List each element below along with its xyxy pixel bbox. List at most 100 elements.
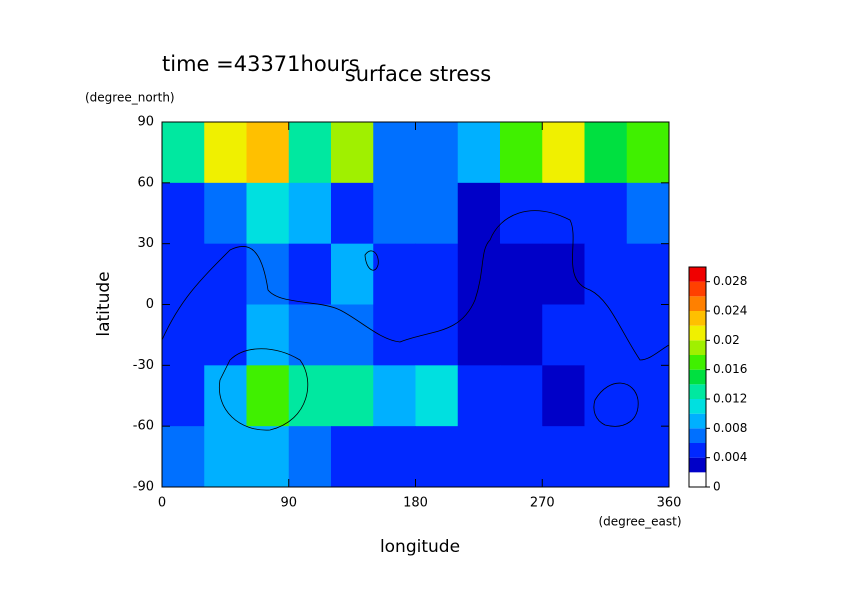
chart-title: surface stress	[345, 62, 491, 86]
y-tick-label: 90	[137, 115, 154, 130]
colorbar-frame	[688, 266, 707, 488]
field-cell	[331, 122, 374, 184]
y-units: (degree_north)	[85, 91, 175, 105]
colorbar-tick-label: 0.024	[713, 304, 747, 318]
field-cell	[457, 182, 501, 245]
field-cell	[288, 182, 332, 245]
coastlines	[161, 210, 670, 431]
colorbar-band	[689, 369, 706, 385]
x-tick-label: 180	[403, 496, 428, 511]
field-cell	[373, 243, 416, 305]
field-cell	[584, 365, 628, 427]
y-tick-label: 0	[146, 297, 154, 312]
field-cell	[331, 182, 374, 245]
field-cell	[415, 243, 459, 305]
colorbar-tick-label: 0.016	[713, 362, 747, 376]
field-cell	[331, 365, 374, 427]
field-cell	[457, 426, 501, 488]
field-cell	[288, 365, 332, 427]
colorbar: 0 0.004 0.008 0.012 0.016 0.02 0.024 0.028	[688, 266, 747, 494]
field-cell	[584, 426, 628, 488]
field-cell	[457, 304, 501, 366]
field-cell	[162, 122, 205, 184]
field-cell	[626, 304, 670, 366]
field-cell	[204, 365, 247, 427]
colorbar-band	[689, 296, 706, 311]
field-cell	[331, 243, 374, 305]
field-cell	[204, 243, 247, 305]
field-cell	[584, 304, 628, 366]
coastline	[218, 348, 309, 431]
field	[162, 122, 670, 488]
colorbar-tick-label: 0	[713, 480, 721, 494]
coastline	[593, 382, 639, 427]
colorbar-band	[689, 413, 706, 429]
colorbar-band	[689, 428, 706, 443]
field-cell	[246, 426, 290, 488]
field-cell	[246, 182, 290, 245]
field-cell	[500, 243, 543, 305]
colorbar-band	[689, 355, 706, 370]
field-cell	[246, 122, 290, 184]
field-cell	[415, 182, 459, 245]
field-cell	[373, 365, 416, 427]
field-cell	[542, 426, 585, 488]
field-cell	[457, 243, 501, 305]
field-cell	[373, 426, 416, 488]
field-cell	[584, 182, 628, 245]
y-tick-label: -90	[133, 480, 154, 495]
x-units: (degree_east)	[598, 515, 681, 529]
y-tick-label: -60	[133, 419, 154, 434]
field-cell	[204, 182, 247, 245]
colorbar-tick-label: 0.012	[713, 392, 747, 406]
field-cell	[162, 426, 205, 488]
coastline	[364, 250, 379, 271]
field-cell	[542, 182, 585, 245]
field-cell	[542, 365, 585, 427]
colorbar-tick-label: 0.02	[713, 333, 740, 347]
field-cell	[162, 365, 205, 427]
field-cell	[162, 304, 205, 366]
field-cell	[204, 304, 247, 366]
y-tick-label: 60	[137, 175, 154, 190]
field-cell	[500, 426, 543, 488]
colorbar-band	[689, 443, 706, 458]
field-cell	[331, 426, 374, 488]
field-cell	[246, 304, 290, 366]
field-cell	[584, 122, 628, 184]
colorbar-band	[689, 311, 706, 326]
field-cell	[288, 426, 332, 488]
field-cell	[288, 122, 332, 184]
field-cell	[415, 122, 459, 184]
field-cell	[373, 182, 416, 245]
field-cell	[500, 122, 543, 184]
field-cell	[288, 243, 332, 305]
field-cell	[204, 122, 247, 184]
colorbar-band	[689, 340, 706, 355]
field-cell	[626, 122, 670, 184]
colorbar-tick-label: 0.028	[713, 274, 747, 288]
field-cell	[542, 304, 585, 366]
field-cell	[162, 243, 205, 305]
colorbar-band	[689, 325, 706, 341]
field-cell	[246, 365, 290, 427]
colorbar-tick-label: 0.004	[713, 450, 747, 464]
field-cell	[162, 182, 205, 245]
y-label: latitude	[94, 271, 114, 336]
y-tick-label: -30	[133, 358, 154, 373]
y-tick-label: 30	[137, 236, 154, 251]
field-cell	[288, 304, 332, 366]
field-cell	[626, 365, 670, 427]
colorbar-band	[689, 399, 706, 414]
field-cell	[415, 365, 459, 427]
field-cell	[626, 182, 670, 245]
field-cell	[626, 243, 670, 305]
field-cell	[415, 426, 459, 488]
x-tick-label: 0	[158, 496, 166, 511]
colorbar-band	[689, 281, 706, 297]
x-tick-label: 360	[657, 496, 682, 511]
field-cell	[500, 365, 543, 427]
field-cell	[626, 426, 670, 488]
field-cell	[542, 122, 585, 184]
